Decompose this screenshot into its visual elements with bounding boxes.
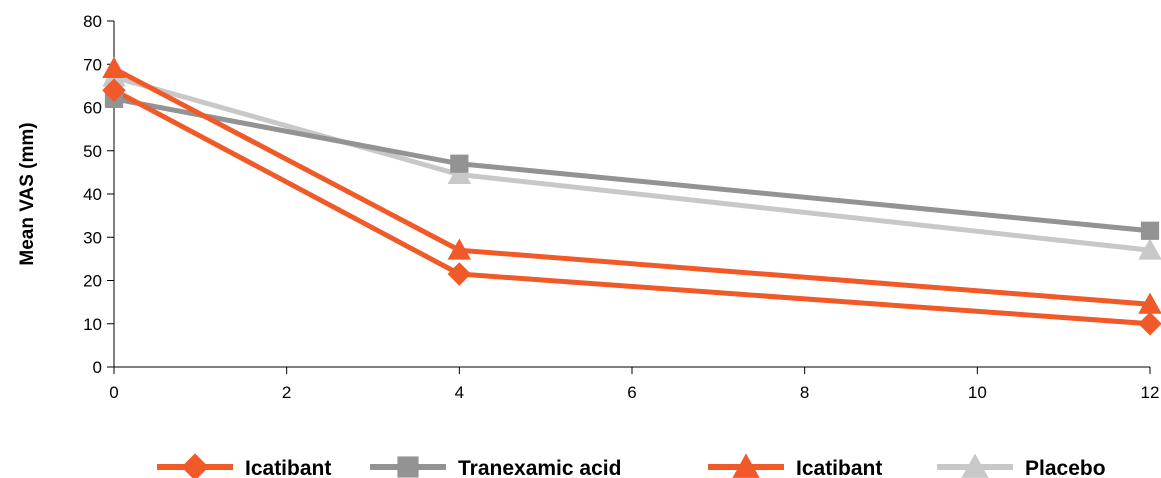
y-tick-label: 10 — [83, 315, 102, 334]
x-tick-label: 2 — [282, 383, 291, 402]
x-ticks: 0 2 4 6 8 10 12 — [109, 367, 1159, 402]
x-tick-label: 12 — [1141, 383, 1160, 402]
y-ticks: 0 10 20 30 40 50 60 70 80 — [83, 12, 114, 377]
data-point-triangle — [1138, 292, 1161, 314]
data-point-diamond — [447, 262, 472, 286]
x-tick-label: 0 — [109, 383, 118, 402]
legend-item: Tranexamic acid — [370, 456, 621, 478]
legend-label: Placebo — [1025, 457, 1106, 478]
series-line-3 — [113, 74, 1151, 253]
data-point-square — [450, 154, 469, 173]
legend-marker-triangle — [732, 453, 760, 478]
y-tick-label: 70 — [83, 55, 102, 74]
legend-item: Icatibant — [157, 453, 331, 478]
data-point-triangle — [102, 56, 126, 78]
data-point-triangle — [447, 162, 472, 184]
series-line-0 — [112, 87, 1151, 327]
y-tick-label: 0 — [93, 358, 102, 377]
legend-marker-square — [397, 456, 419, 478]
legend-marker-triangle — [961, 453, 989, 478]
data-point-triangle — [1138, 238, 1161, 260]
legend-label: Icatibant — [796, 457, 882, 478]
y-tick-label: 80 — [83, 12, 102, 31]
legend-marker-diamond — [181, 453, 209, 478]
x-tick-label: 4 — [455, 383, 464, 402]
x-tick-label: 10 — [968, 383, 987, 402]
y-tick-label: 30 — [83, 228, 102, 247]
legend-label: Icatibant — [245, 457, 331, 478]
x-tick-label: 6 — [627, 383, 636, 402]
legend-item: Placebo — [937, 453, 1106, 478]
legend: Icatibant Tranexamic acid Icatibant Placebo — [157, 453, 1106, 478]
data-point-diamond — [102, 78, 126, 102]
y-tick-label: 50 — [83, 142, 102, 161]
y-tick-label: 40 — [83, 185, 102, 204]
y-axis-title: Mean VAS (mm) — [17, 122, 38, 265]
data-point-diamond — [1138, 311, 1161, 336]
y-tick-label: 60 — [83, 99, 102, 118]
y-tick-label: 20 — [83, 272, 102, 291]
legend-item: Icatibant — [708, 453, 882, 478]
legend-label: Tranexamic acid — [458, 457, 621, 478]
series-line-2 — [112, 66, 1151, 307]
x-tick-label: 8 — [800, 383, 809, 402]
series-markers — [102, 56, 1161, 336]
data-point-triangle — [447, 238, 472, 260]
series-lines — [112, 66, 1151, 327]
data-point-square — [1140, 221, 1160, 240]
